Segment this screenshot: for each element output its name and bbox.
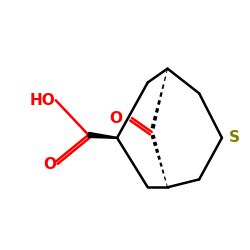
Text: O: O — [109, 110, 122, 126]
Text: HO: HO — [30, 93, 56, 108]
Text: S: S — [229, 130, 240, 145]
Text: O: O — [43, 157, 56, 172]
Polygon shape — [88, 132, 117, 138]
